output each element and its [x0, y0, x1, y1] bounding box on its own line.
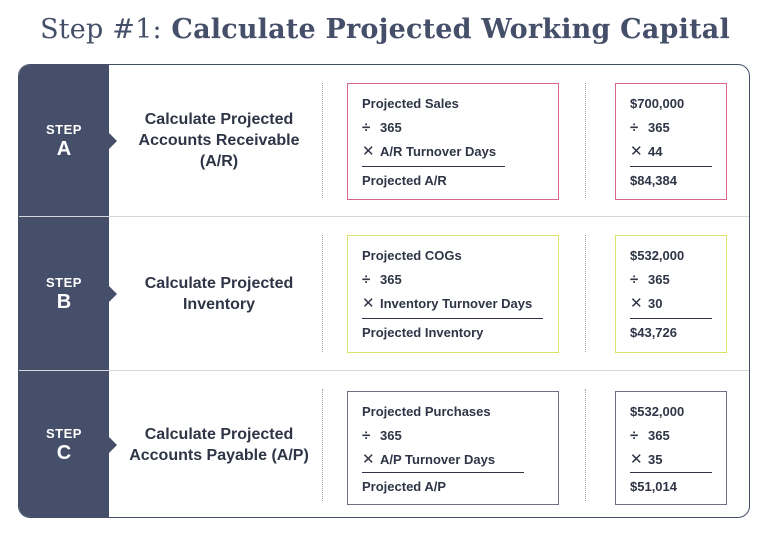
dotted-divider [585, 235, 586, 352]
divide-icon: ÷ [630, 271, 639, 288]
step-letter: B [56, 290, 72, 313]
divide-icon: ÷ [362, 427, 371, 444]
formula-multiply-line: ✕ A/P Turnover Days [362, 452, 495, 468]
step-word: STEP [46, 121, 82, 137]
value-multiplier: 44 [648, 144, 663, 159]
value-multiplier: 30 [648, 296, 663, 311]
formula-multiplier: A/R Turnover Days [380, 144, 497, 159]
equals-rule [630, 166, 712, 167]
formula-divisor: 365 [380, 428, 402, 443]
equals-rule [630, 472, 712, 473]
value-divide-line: ÷ 365 [630, 272, 670, 288]
step-row-b: STEP B Calculate Projected Inventory Pro… [19, 216, 749, 370]
multiply-icon: ✕ [362, 295, 375, 312]
multiply-icon: ✕ [630, 295, 643, 312]
value-result: $43,726 [630, 325, 677, 340]
divide-icon: ÷ [630, 427, 639, 444]
formula-base: Projected Purchases [362, 404, 491, 419]
value-base: $700,000 [630, 96, 685, 111]
value-divisor: 365 [648, 120, 670, 135]
step-description: Calculate Projected Accounts Receivable … [138, 111, 300, 170]
value-divisor: 365 [648, 272, 670, 287]
divide-icon: ÷ [362, 271, 371, 288]
arrow-right-icon [109, 132, 117, 149]
formula-divide-line: ÷ 365 [362, 272, 402, 288]
step-row-a: STEP A Calculate Projected Accounts Rece… [19, 65, 749, 216]
formula-multiply-line: ✕ Inventory Turnover Days [362, 296, 532, 312]
equals-rule [630, 318, 712, 319]
multiply-icon: ✕ [362, 451, 375, 468]
value-multiplier: 35 [648, 452, 663, 467]
value-divide-line: ÷ 365 [630, 428, 670, 444]
step-label-c: STEP C [19, 371, 109, 517]
value-base: $532,000 [630, 248, 685, 263]
title-main: Calculate Projected Working Capital [171, 14, 730, 45]
step-description: Calculate Projected Accounts Payable (A/… [129, 426, 309, 464]
equals-rule [362, 166, 505, 167]
step-description: Calculate Projected Inventory [144, 274, 294, 313]
steps-table: STEP A Calculate Projected Accounts Rece… [18, 64, 750, 518]
formula-multiplier: Inventory Turnover Days [380, 296, 533, 311]
multiply-icon: ✕ [630, 143, 643, 160]
formula-divide-line: ÷ 365 [362, 428, 402, 444]
step-letter: A [56, 137, 72, 160]
values-box: $532,000 ÷ 365 ✕ 30 $43,726 [615, 235, 727, 353]
step-letter: C [56, 442, 72, 464]
formula-divisor: 365 [380, 120, 402, 135]
formula-result: Projected Inventory [362, 325, 484, 340]
divide-icon: ÷ [362, 119, 371, 136]
step-row-c: STEP C Calculate Projected Accounts Paya… [19, 370, 749, 517]
values-box: $532,000 ÷ 365 ✕ 35 $51,014 [615, 391, 727, 505]
formula-multiplier: A/P Turnover Days [380, 452, 496, 467]
formula-divisor: 365 [380, 272, 402, 287]
step-word: STEP [46, 274, 82, 290]
dotted-divider [322, 389, 323, 501]
arrow-right-icon [109, 437, 117, 453]
formula-box: Projected COGs ÷ 365 ✕ Inventory Turnover … [347, 235, 559, 353]
formula-divide-line: ÷ 365 [362, 120, 402, 136]
divide-icon: ÷ [630, 119, 639, 136]
equals-rule [362, 472, 524, 473]
multiply-icon: ✕ [362, 143, 375, 160]
formula-base: Projected Sales [362, 96, 459, 111]
multiply-icon: ✕ [630, 451, 643, 468]
formula-box: Projected Sales ÷ 365 ✕ A/R Turnover Days … [347, 83, 559, 200]
formula-result: Projected A/R [362, 173, 447, 188]
formula-base: Projected COGs [362, 248, 462, 263]
value-result: $51,014 [630, 479, 677, 494]
value-multiply-line: ✕ 35 [630, 452, 662, 468]
value-divisor: 365 [648, 428, 670, 443]
value-multiply-line: ✕ 30 [630, 296, 662, 312]
formula-multiply-line: ✕ A/R Turnover Days [362, 144, 496, 160]
value-multiply-line: ✕ 44 [630, 144, 662, 160]
values-box: $700,000 ÷ 365 ✕ 44 $84,384 [615, 83, 727, 200]
title-lead: Step #1: [40, 14, 162, 45]
step-label-a: STEP A [19, 65, 109, 216]
equals-rule [362, 318, 543, 319]
dotted-divider [322, 83, 323, 198]
arrow-right-icon [109, 285, 117, 302]
value-divide-line: ÷ 365 [630, 120, 670, 136]
value-base: $532,000 [630, 404, 685, 419]
step-label-b: STEP B [19, 217, 109, 370]
value-result: $84,384 [630, 173, 677, 188]
page-title: Step #1: Calculate Projected Working Cap… [0, 14, 770, 45]
dotted-divider [585, 83, 586, 198]
dotted-divider [585, 389, 586, 501]
dotted-divider [322, 235, 323, 352]
formula-result: Projected A/P [362, 479, 447, 494]
step-word: STEP [46, 426, 82, 441]
formula-box: Projected Purchases ÷ 365 ✕ A/P Turnover D… [347, 391, 559, 505]
